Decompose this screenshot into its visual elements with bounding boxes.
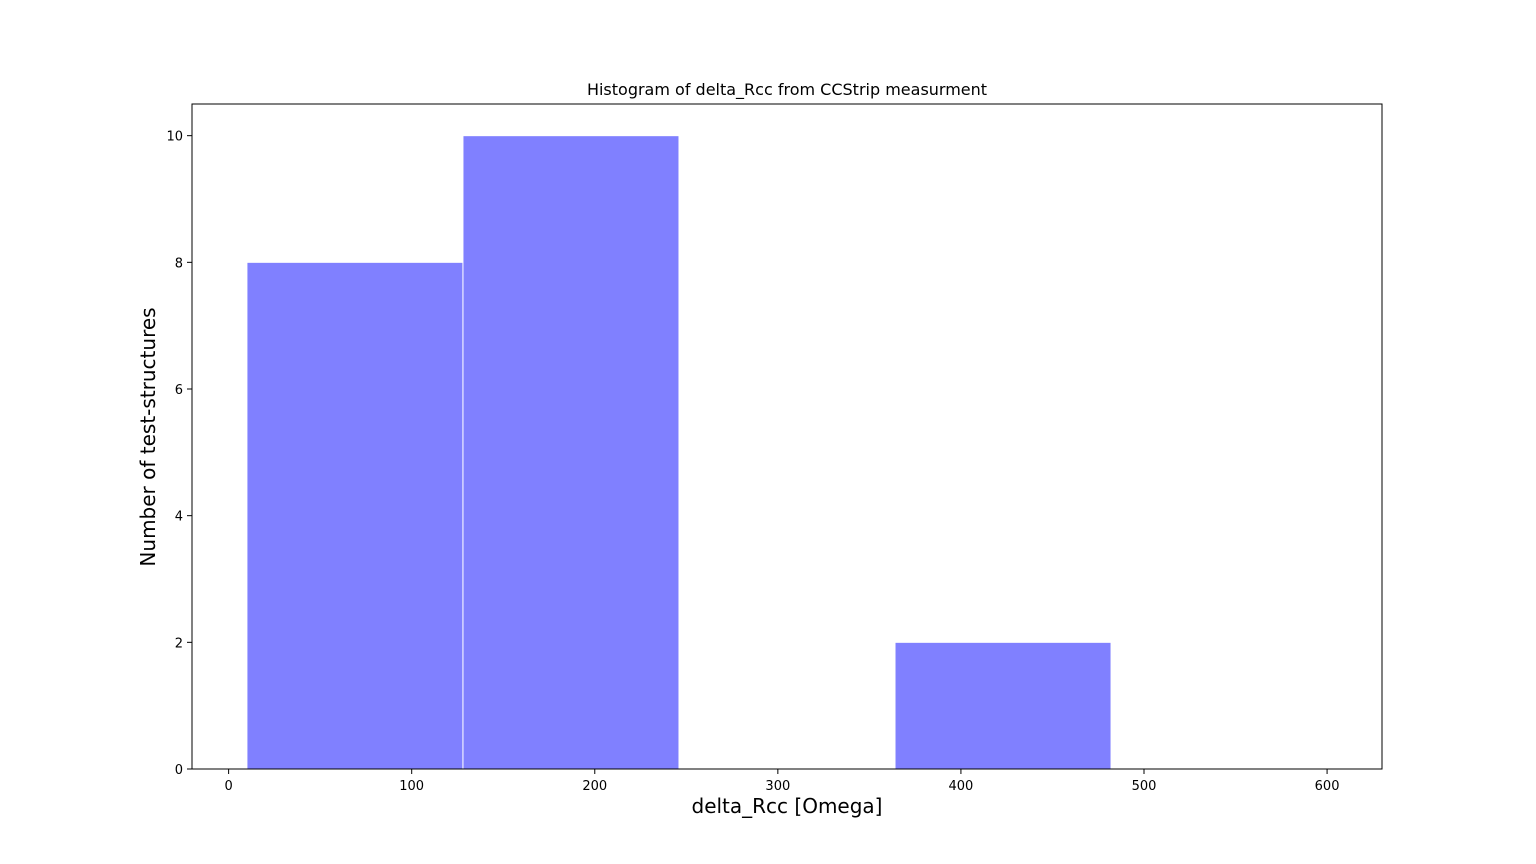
y-tick-label: 0 (175, 763, 183, 778)
x-axis-label: delta_Rcc [Omega] (692, 794, 883, 818)
y-tick-label: 4 (175, 510, 183, 525)
x-tick-label: 0 (224, 779, 232, 794)
x-axis-ticks: 0 100 200 300 400 500 600 (224, 769, 1339, 794)
bars-group (246, 135, 1112, 770)
x-tick-label: 200 (582, 779, 607, 794)
x-tick-label: 500 (1132, 779, 1157, 794)
histogram-bar-3 (894, 641, 1112, 770)
chart-title: Histogram of delta_Rcc from CCStrip meas… (587, 80, 987, 100)
histogram-bar-0 (246, 261, 464, 770)
y-tick-label: 10 (166, 130, 183, 145)
y-axis-ticks: 0 2 4 6 8 10 (166, 130, 192, 778)
plot-area-frame (191, 103, 1383, 770)
y-tick-label: 2 (175, 636, 183, 651)
x-tick-label: 400 (949, 779, 974, 794)
y-tick-label: 6 (175, 383, 183, 398)
x-tick-label: 100 (399, 779, 424, 794)
histogram-bar-1 (462, 135, 680, 770)
y-axis-label: Number of test-structures (136, 307, 160, 566)
y-tick-label: 8 (175, 256, 183, 271)
x-tick-label: 300 (765, 779, 790, 794)
x-tick-label: 600 (1315, 779, 1340, 794)
